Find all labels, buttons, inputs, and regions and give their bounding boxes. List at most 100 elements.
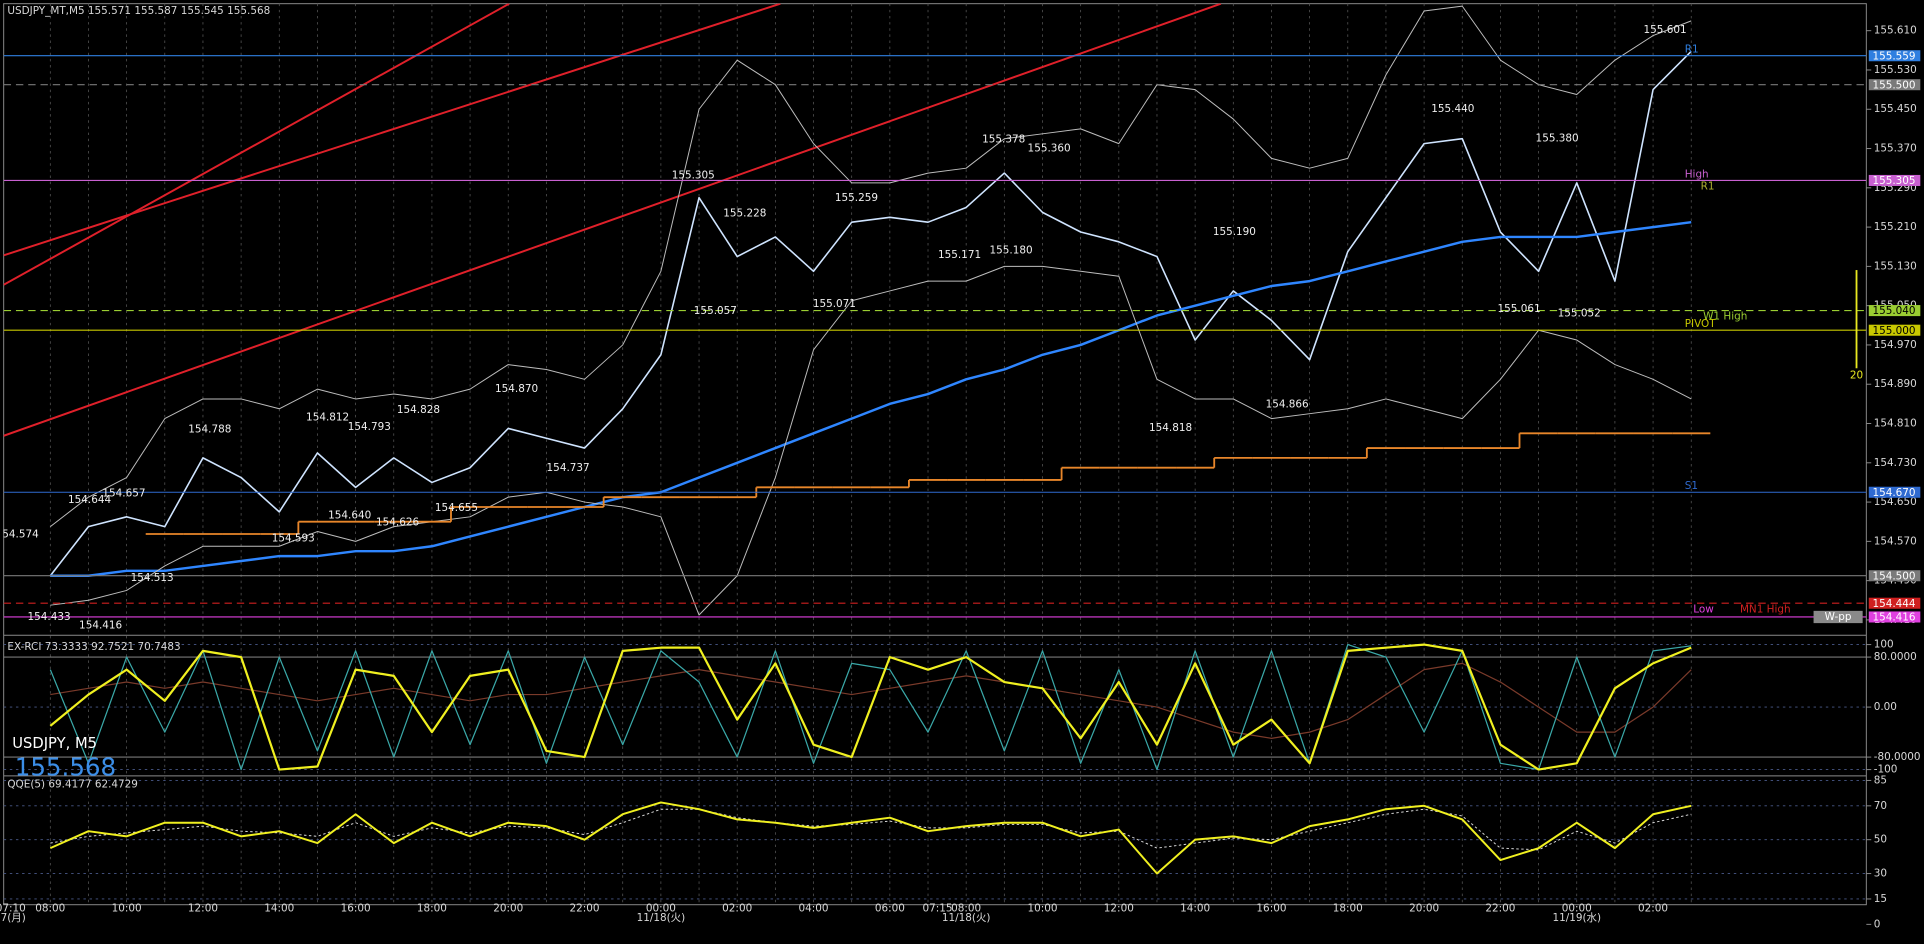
swing-price-label: 154.416 xyxy=(79,620,122,632)
swing-price-label: 154.818 xyxy=(1149,422,1192,434)
x-tick-label: 20:00 xyxy=(1409,902,1439,914)
x-tick-label: 12:00 xyxy=(1104,902,1134,914)
level-price-box xyxy=(1868,174,1921,186)
swing-price-label: 154.640 xyxy=(328,510,371,522)
swing-price-label: 155.190 xyxy=(1213,226,1256,238)
vertical-grid xyxy=(49,3,1692,905)
y-tick-label: 70 xyxy=(1874,800,1887,812)
trendline xyxy=(3,3,510,286)
x-tick-label: 04:00 xyxy=(799,902,829,914)
swing-price-label: 155.259 xyxy=(835,192,878,204)
y-tick-label: 30 xyxy=(1874,868,1887,880)
swing-price-label: 155.305 xyxy=(672,170,715,182)
x-tick-label: 06:00 xyxy=(875,902,905,914)
x-tick-label: 14:00 xyxy=(264,902,294,914)
rci-panel xyxy=(3,643,1867,771)
series-line xyxy=(49,643,1692,771)
x-date-label: 11/17(月) xyxy=(0,912,26,924)
trendlines xyxy=(3,3,1222,437)
plot-frame xyxy=(3,3,1867,906)
x-tick-label: 16:00 xyxy=(1256,902,1286,914)
y-tick-label: 154.650 xyxy=(1874,496,1917,508)
x-tick-label: 18:00 xyxy=(1333,902,1363,914)
y-tick-label: 0.00 xyxy=(1874,701,1897,713)
level-price-box xyxy=(1868,486,1921,498)
series-line xyxy=(50,808,1692,851)
level-tag-box xyxy=(1813,610,1863,624)
x-tick-label: 16:00 xyxy=(341,902,371,914)
level-price-label: 154.500 xyxy=(1872,570,1915,582)
y-tick-label: 155.130 xyxy=(1874,260,1917,272)
x-tick-label: 22:00 xyxy=(1485,902,1515,914)
price-label: 155.568 xyxy=(15,752,116,781)
x-tick-label: 12:00 xyxy=(188,902,218,914)
symbol-label: USDJPY, M5 xyxy=(12,735,97,752)
swing-price-label: 154.513 xyxy=(131,572,174,584)
x-tick-label: 20:00 xyxy=(493,902,523,914)
x-tick-label: 00:00 xyxy=(646,902,676,914)
swing-price-label: 155.052 xyxy=(1558,307,1601,319)
level-price-label: 155.040 xyxy=(1872,305,1915,317)
series-line xyxy=(50,662,1692,739)
y-tick-label: 154.570 xyxy=(1874,535,1917,547)
swing-price-label: 154.655 xyxy=(435,502,478,514)
swing-price-label: 154.870 xyxy=(495,383,538,395)
swing-price-label: 155.360 xyxy=(1028,143,1071,155)
y-tick-label: 154.890 xyxy=(1874,378,1917,390)
y-tick-label: 85 xyxy=(1874,774,1887,786)
y-tick-label: 155.210 xyxy=(1874,221,1917,233)
level-secondary-name: R1 xyxy=(1701,181,1715,193)
series-line xyxy=(50,220,1692,577)
y-tick-label: 154.730 xyxy=(1874,457,1917,469)
x-tick-label: 08:00 xyxy=(35,902,65,914)
swing-price-label: 154.574 xyxy=(0,528,39,540)
x-start-label: 07:10 xyxy=(0,902,26,914)
swing-price-label: 154.644 xyxy=(68,494,111,506)
level-name: R1 xyxy=(1685,44,1699,56)
series-line xyxy=(49,801,1692,875)
x-session-label: 07:15 xyxy=(923,902,953,914)
level-price-box xyxy=(1868,305,1921,317)
swing-price-label: 154.737 xyxy=(547,462,590,474)
qqe-title: QQE(5) 69.4177 62.4729 xyxy=(7,778,138,790)
y-tick-label: 155.370 xyxy=(1874,143,1917,155)
level-price-box xyxy=(1868,597,1921,609)
x-tick-label: 00:00 xyxy=(1562,902,1592,914)
level-price-label: 155.000 xyxy=(1872,325,1915,337)
y-tick-label: -80.0000 xyxy=(1874,751,1921,763)
swing-price-label: 155.171 xyxy=(938,249,981,261)
swing-price-label: 155.380 xyxy=(1536,133,1579,145)
series-line xyxy=(50,265,1692,616)
swing-price-label: 154.866 xyxy=(1266,399,1309,411)
swing-price-label: 155.057 xyxy=(694,305,737,317)
series-line xyxy=(49,50,1692,577)
y-tick-label: 155.450 xyxy=(1874,103,1917,115)
x-tick-label: 08:00 xyxy=(951,902,981,914)
level-name: High xyxy=(1685,168,1709,180)
y-tick-label: 155.530 xyxy=(1874,64,1917,76)
series-line xyxy=(50,5,1692,528)
level-name: PIVOT xyxy=(1685,318,1717,330)
swing-price-label: 155.228 xyxy=(723,207,766,219)
chart-title: USDJPY_MT,M5 155.571 155.587 155.545 155… xyxy=(7,5,270,17)
x-tick-label: 18:00 xyxy=(417,902,447,914)
level-price-box xyxy=(1868,324,1921,336)
swing-price-label: 154.593 xyxy=(272,533,315,545)
level-price-box xyxy=(1868,611,1921,623)
swing-price-label: 154.433 xyxy=(28,611,71,623)
swing-price-label: 154.657 xyxy=(102,488,145,500)
x-date-label: 11/18(火) xyxy=(637,912,686,924)
level-price-label: 154.670 xyxy=(1872,487,1915,499)
swing-price-label: 155.061 xyxy=(1498,303,1541,315)
level-price-label: 154.416 xyxy=(1872,612,1915,624)
level-price-label: 155.305 xyxy=(1872,175,1915,187)
y-tick-label: 80.0000 xyxy=(1874,651,1917,663)
y-tick-label: 154.970 xyxy=(1874,339,1917,351)
x-tick-label: 14:00 xyxy=(1180,902,1210,914)
x-date-label: 11/18(火) xyxy=(942,912,991,924)
x-tick-label: 02:00 xyxy=(1638,902,1668,914)
swing-price-label: 155.180 xyxy=(990,244,1033,256)
qqe-panel xyxy=(3,780,1867,900)
